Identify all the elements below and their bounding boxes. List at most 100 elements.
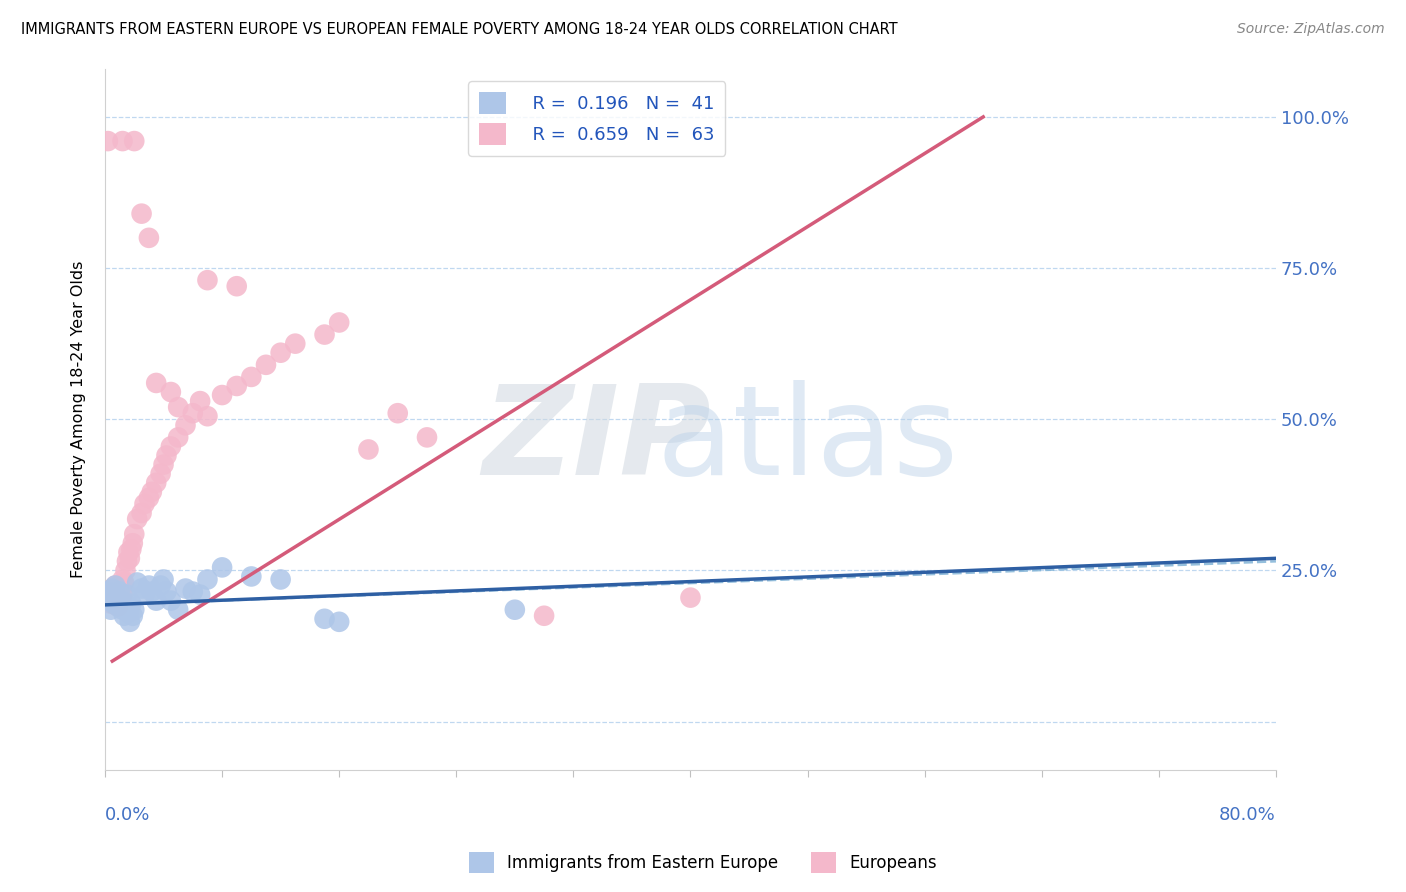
Point [160,384,183,399]
Point [211,388,233,402]
Text: ZIP: ZIP [482,380,711,500]
Point [240,370,263,384]
Point [100,597,122,611]
Point [101,591,124,605]
Point [328,316,350,330]
Point [120,597,142,611]
Point [533,608,555,623]
Point [97,584,120,599]
Point [160,593,183,607]
Point [138,231,160,245]
Point [141,484,163,499]
Point [145,376,167,390]
Point [503,603,526,617]
Point [160,440,183,454]
Point [98,588,121,602]
Point [225,379,247,393]
Point [108,578,131,592]
Point [284,336,307,351]
Point [103,597,125,611]
Point [105,584,128,599]
Point [105,591,128,605]
Point [115,554,138,568]
Point [121,536,143,550]
Point [110,593,132,607]
Point [197,573,219,587]
Point [121,608,143,623]
Point [122,134,145,148]
Point [111,134,134,148]
Point [152,573,174,587]
Point [115,588,138,602]
Point [314,327,336,342]
Point [679,591,702,605]
Point [134,588,156,602]
Point [101,582,124,596]
Point [197,273,219,287]
Point [111,588,134,602]
Point [122,527,145,541]
Point [145,475,167,490]
Point [131,582,153,596]
Point [141,584,163,599]
Point [149,467,172,481]
Point [122,603,145,617]
Point [110,584,132,599]
Text: 80.0%: 80.0% [1219,806,1277,824]
Y-axis label: Female Poverty Among 18-24 Year Olds: Female Poverty Among 18-24 Year Olds [72,260,86,578]
Point [314,612,336,626]
Point [118,615,141,629]
Point [152,458,174,472]
Text: Source: ZipAtlas.com: Source: ZipAtlas.com [1237,22,1385,37]
Point [181,406,204,420]
Point [98,593,121,607]
Point [167,400,190,414]
Point [114,597,136,611]
Point [225,279,247,293]
Point [111,603,134,617]
Point [117,545,139,559]
Point [103,584,125,599]
Point [145,593,167,607]
Point [97,134,120,148]
Point [155,449,177,463]
Point [181,584,204,599]
Point [138,578,160,592]
Point [149,578,172,592]
Point [112,575,135,590]
Text: atlas: atlas [657,380,959,500]
Point [167,430,190,444]
Point [104,593,127,607]
Point [107,599,129,614]
Point [188,394,211,409]
Point [155,584,177,599]
Legend: Immigrants from Eastern Europe, Europeans: Immigrants from Eastern Europe, European… [463,846,943,880]
Point [117,606,139,620]
Point [254,358,277,372]
Point [387,406,409,420]
Point [108,584,131,599]
Point [270,573,292,587]
Point [416,430,439,444]
Point [134,497,156,511]
Point [103,588,125,602]
Point [131,506,153,520]
Point [111,573,134,587]
Point [112,608,135,623]
Point [104,578,127,592]
Point [188,588,211,602]
Point [240,569,263,583]
Point [107,599,129,614]
Point [104,578,127,592]
Point [97,593,120,607]
Point [270,345,292,359]
Point [167,603,190,617]
Point [211,560,233,574]
Point [174,582,197,596]
Point [118,551,141,566]
Point [197,409,219,424]
Point [107,591,129,605]
Point [138,491,160,505]
Point [103,597,125,611]
Point [174,418,197,433]
